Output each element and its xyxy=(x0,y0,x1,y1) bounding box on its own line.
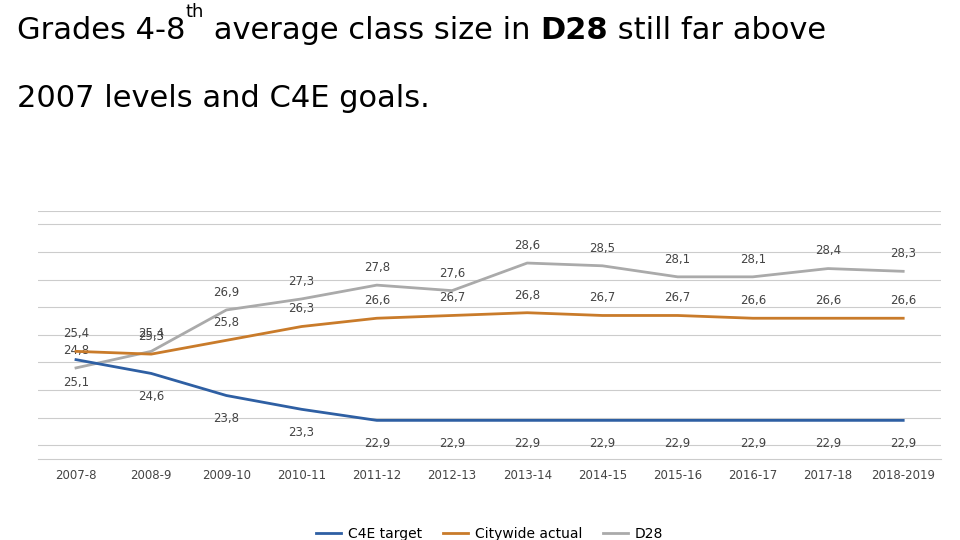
Text: 26,6: 26,6 xyxy=(364,294,390,307)
Text: 22,9: 22,9 xyxy=(890,437,917,450)
Text: 26,7: 26,7 xyxy=(589,292,615,305)
Text: 26,7: 26,7 xyxy=(664,292,691,305)
Text: 28,6: 28,6 xyxy=(515,239,540,252)
Text: 26,8: 26,8 xyxy=(515,288,540,302)
Text: 23,8: 23,8 xyxy=(213,412,239,425)
Text: 22,9: 22,9 xyxy=(664,437,691,450)
Text: 22,9: 22,9 xyxy=(815,437,841,450)
Text: 22,9: 22,9 xyxy=(589,437,615,450)
Text: 25,3: 25,3 xyxy=(138,330,164,343)
Text: 26,3: 26,3 xyxy=(289,302,315,315)
Text: 28,3: 28,3 xyxy=(890,247,916,260)
Legend: C4E target, Citywide actual, D28: C4E target, Citywide actual, D28 xyxy=(310,521,669,540)
Text: D28: D28 xyxy=(540,16,608,45)
Text: 26,6: 26,6 xyxy=(815,294,841,307)
Text: 23,3: 23,3 xyxy=(289,426,315,439)
Text: th: th xyxy=(186,3,204,21)
Text: Grades 4-8: Grades 4-8 xyxy=(17,16,186,45)
Text: 22,9: 22,9 xyxy=(439,437,466,450)
Text: 22,9: 22,9 xyxy=(514,437,540,450)
Text: 26,9: 26,9 xyxy=(213,286,240,299)
Text: 22,9: 22,9 xyxy=(739,437,766,450)
Text: 26,7: 26,7 xyxy=(439,292,466,305)
Text: 24,8: 24,8 xyxy=(63,344,89,357)
Text: 28,1: 28,1 xyxy=(664,253,690,266)
Text: still far above: still far above xyxy=(608,16,827,45)
Text: 25,1: 25,1 xyxy=(63,376,89,389)
Text: 28,4: 28,4 xyxy=(815,245,841,258)
Text: 25,4: 25,4 xyxy=(138,327,164,340)
Text: 24,6: 24,6 xyxy=(138,390,164,403)
Text: 27,6: 27,6 xyxy=(439,267,466,280)
Text: 28,5: 28,5 xyxy=(589,242,615,255)
Text: average class size in: average class size in xyxy=(204,16,540,45)
Text: 2007 levels and C4E goals.: 2007 levels and C4E goals. xyxy=(17,84,430,113)
Text: 28,1: 28,1 xyxy=(740,253,766,266)
Text: 26,6: 26,6 xyxy=(739,294,766,307)
Text: 27,8: 27,8 xyxy=(364,261,390,274)
Text: 25,8: 25,8 xyxy=(213,316,239,329)
Text: 27,3: 27,3 xyxy=(289,275,315,288)
Text: 22,9: 22,9 xyxy=(364,437,390,450)
Text: 25,4: 25,4 xyxy=(63,327,89,340)
Text: 26,6: 26,6 xyxy=(890,294,917,307)
